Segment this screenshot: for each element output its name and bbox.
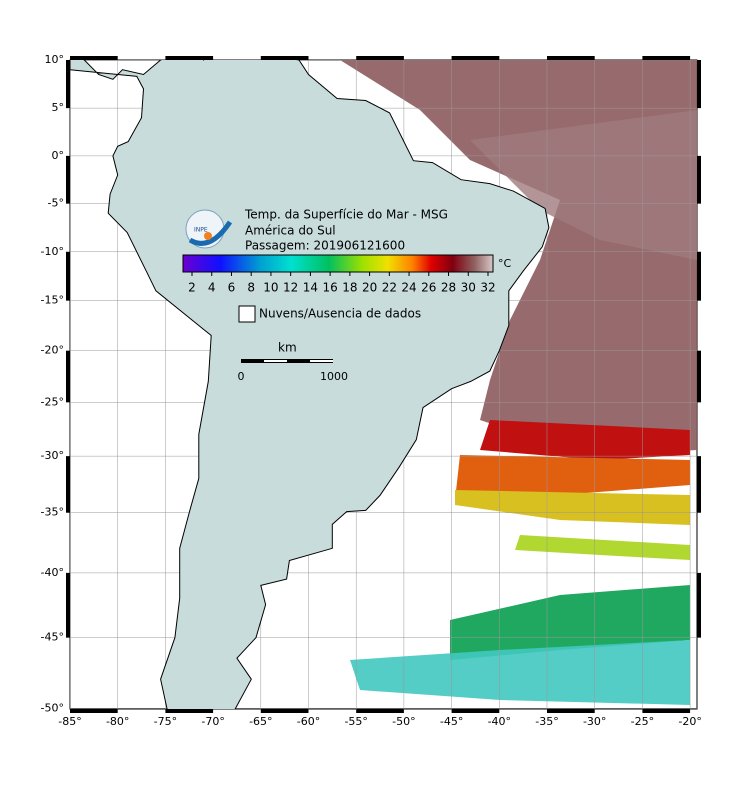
colorbar-tick-label: 2 [188,281,196,295]
lat-label: -35° [41,506,64,519]
sst-patch [450,585,690,660]
lat-label: -30° [41,449,64,462]
colorbar-tick-label: 22 [382,281,397,295]
colorbar-tick-label: 10 [263,281,278,295]
lat-label: 5° [52,101,65,114]
frame-tick [66,251,70,301]
colorbar-tick-label: 18 [342,281,357,295]
frame-tick [451,56,500,60]
sst-patch [515,535,690,560]
lon-label: -50° [392,715,415,728]
lon-label: -45° [440,715,463,728]
sst-patch [480,420,690,460]
lon-label: -65° [249,715,272,728]
lat-label: -5° [48,197,64,210]
lat-label: -25° [41,395,64,408]
colorbar-tick-label: 4 [208,281,216,295]
logo-arrow [188,220,233,246]
frame-tick [260,709,309,713]
frame-tick [356,709,404,713]
sst-layer [340,60,697,705]
sst-patch [350,640,690,705]
lat-label: -10° [41,245,64,258]
colorbar-tick-label: 26 [421,281,436,295]
frame-tick [697,572,701,638]
lon-label: -35° [535,715,558,728]
colorbar-tick-label: 6 [228,281,236,295]
lon-label: -85° [58,715,81,728]
frame-tick [66,350,70,403]
colorbar-tick-label: 32 [480,281,495,295]
scale-unit: km [278,341,297,355]
colorbar-tick-label: 28 [441,281,456,295]
colorbar-tick-label: 8 [247,281,255,295]
frame-tick [642,709,691,713]
frame-tick [356,56,404,60]
colorbar-ticks: 2 4 6 8 10 12 14 16 18 20 22 24 26 28 30 32 [188,272,496,295]
lat-label: -20° [41,344,64,357]
lat-label: 10° [45,53,65,66]
frame-tick [451,709,500,713]
scale-end: 1000 [320,370,348,383]
cloud-legend-label: Nuvens/Ausencia de dados [259,307,421,321]
frame-tick [66,456,70,513]
title-line: Passagem: 201906121600 [245,239,405,253]
lon-label: -55° [344,715,367,728]
sst-patch [470,110,697,260]
frame-tick [66,60,70,109]
cloud-swatch [238,305,256,323]
frame-tick [165,709,214,713]
frame-tick [697,350,701,403]
frame-tick [697,60,701,109]
frame-tick [165,56,214,60]
colorbar-tick-label: 14 [303,281,318,295]
legend: INPE Temp. da Superfície do Mar - MSG Am… [182,208,512,383]
lat-label: -50° [41,701,64,714]
colorbar [182,254,494,273]
frame-tick [70,56,118,60]
lon-label: -25° [631,715,654,728]
frame-tick [66,155,70,204]
title-line: América do Sul [245,224,336,238]
lat-label: -40° [41,566,64,579]
colorbar-tick-label: 24 [401,281,416,295]
frame-tick [697,155,701,204]
scale-bar-segment [264,360,287,362]
frame-tick [260,56,309,60]
colorbar-tick-label: 16 [322,281,337,295]
colorbar-tick-label: 30 [461,281,476,295]
colorbar-unit: °C [498,257,512,270]
axis-labels: 10° 5° 0° -5° -10° -15° -20° -25° -30° -35° -40° -4… [41,53,702,728]
frame-tick [697,251,701,301]
lon-label: -30° [583,715,606,728]
lon-label: -70° [201,715,224,728]
scale-start: 0 [238,370,245,383]
sst-patch [455,490,690,525]
colorbar-tick-label: 12 [283,281,298,295]
frame-tick [70,709,118,713]
title-line: Temp. da Superfície do Mar - MSG [244,208,448,222]
colorbar-tick-label: 20 [362,281,377,295]
frame-tick [66,572,70,638]
frame-tick [546,56,595,60]
frame-tick [546,709,595,713]
frame-tick [697,456,701,513]
logo-sun [204,232,212,240]
lon-label: -40° [488,715,511,728]
lon-label: -80° [106,715,129,728]
frame-tick [642,56,691,60]
scale-bar-segment [310,360,333,362]
sst-patch [455,455,690,500]
lon-label: -75° [154,715,177,728]
lat-label: -45° [41,631,64,644]
lon-label: -60° [297,715,320,728]
lat-label: 0° [52,149,65,162]
lat-label: -15° [41,294,64,307]
lon-label: -20° [678,715,701,728]
logo-text: INPE [194,227,208,234]
